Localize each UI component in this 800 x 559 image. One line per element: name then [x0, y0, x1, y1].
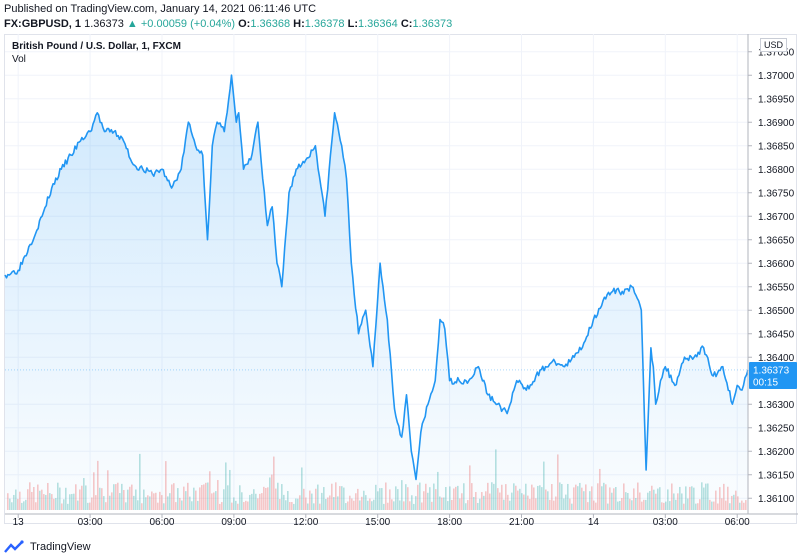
x-axis: 13 03:00 06:00 09:00 12:00 15:00 18:00 21:00 14 0…	[5, 513, 798, 528]
y-tick-label: 1.36100	[758, 494, 795, 505]
tradingview-logo-icon	[4, 540, 24, 553]
x-tick-label: 13	[13, 517, 25, 528]
area-fill	[5, 75, 748, 510]
y-tick-label: 1.36500	[758, 306, 795, 317]
published-line: Published on TradingView.com, January 14…	[4, 3, 316, 15]
y-tick-label: 1.36450	[758, 329, 795, 340]
y-tick-label: 1.36900	[758, 118, 795, 129]
y-tick-label: 1.36400	[758, 353, 795, 364]
x-tick-label: 09:00	[221, 517, 246, 528]
y-tick-label: 1.36300	[758, 400, 795, 411]
close-label: C:	[400, 18, 413, 30]
y-tick-label: 1.36850	[758, 141, 795, 152]
published-text: Published on TradingView.com, January 14…	[4, 3, 317, 15]
y-tick-label: 1.36150	[758, 470, 795, 481]
x-tick-label: 14	[588, 517, 600, 528]
price-area	[5, 75, 748, 510]
open-label: O:	[238, 18, 251, 30]
y-tick-label: 1.36250	[758, 423, 795, 434]
last-price-tag-box	[749, 361, 797, 389]
y-tick-label: 1.36800	[758, 165, 795, 176]
last-price-tag: 1.36373	[753, 365, 790, 376]
ohlc-line: FX:GBPUSD, 1 1.36373 ▲ +0.00059 (+0.04%)…	[4, 18, 452, 30]
x-tick-label: 03:00	[78, 517, 103, 528]
y-tick-label: 1.36650	[758, 235, 795, 246]
open-value: 1.36368	[250, 18, 291, 30]
y-tick-label: 1.37000	[758, 71, 795, 82]
low-value: 1.36364	[358, 18, 398, 30]
branding[interactable]: TradingView	[4, 540, 91, 554]
x-tick-label: 18:00	[437, 517, 462, 528]
x-tick-label: 03:00	[653, 517, 678, 528]
y-tick-label: 1.36700	[758, 212, 795, 223]
countdown-tag: 00:15	[753, 377, 778, 388]
chart-legend: British Pound / U.S. Dollar, 1, FXCM Vol	[12, 40, 181, 66]
high-value: 1.36378	[304, 18, 345, 30]
y-tick-label: 1.36200	[758, 447, 795, 458]
y-tick-label: 1.37050	[758, 47, 795, 58]
chart-frame	[4, 34, 797, 524]
x-tick-label: 06:00	[149, 517, 174, 528]
close-value: 1.36373	[412, 18, 453, 30]
price-line-path	[4, 74, 749, 481]
x-tick-label: 06:00	[725, 517, 750, 528]
last-price: 1.36373	[84, 18, 124, 30]
y-axis: 1.37050 1.37000 1.36950 1.36900 1.36850 1.368…	[747, 34, 795, 514]
y-tick-label: 1.36550	[758, 282, 795, 293]
x-tick-label: 12:00	[293, 517, 318, 528]
branding-text: TradingView	[30, 541, 91, 553]
y-tick-label: 1.36600	[758, 259, 795, 270]
symbol-label: FX:GBPUSD, 1	[4, 18, 82, 30]
price-line	[4, 74, 749, 481]
x-tick-label: 15:00	[365, 517, 390, 528]
high-label: H:	[293, 18, 305, 30]
low-label: L:	[347, 18, 358, 30]
legend-title: British Pound / U.S. Dollar, 1, FXCM	[12, 41, 181, 52]
legend-vol: Vol	[12, 54, 26, 65]
x-tick-label: 21:00	[509, 517, 534, 528]
currency-button[interactable]: USD	[760, 38, 788, 52]
up-arrow-icon: ▲	[126, 18, 138, 30]
change-value: +0.00059 (+0.04%)	[140, 18, 236, 30]
y-tick-label: 1.36750	[758, 188, 795, 199]
y-tick-label: 1.36950	[758, 94, 795, 105]
